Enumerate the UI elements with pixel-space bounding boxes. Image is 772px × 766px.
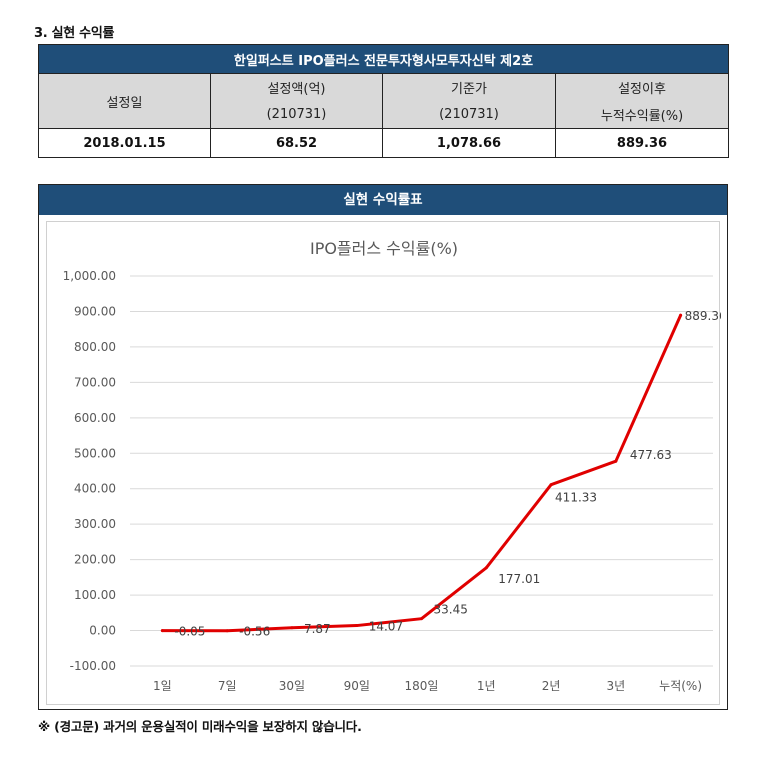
data-point	[420, 617, 423, 621]
chart-title: IPO플러스 수익률(%)	[310, 239, 458, 258]
data-label: 889.36	[685, 309, 721, 323]
x-tick-label: 30일	[279, 679, 305, 693]
y-tick-label: 900.00	[74, 304, 116, 318]
y-tick-label: 100.00	[74, 588, 116, 602]
data-label: 7.87	[304, 622, 331, 636]
value-setup-date: 2018.01.15	[38, 128, 211, 158]
y-tick-label: 300.00	[74, 517, 116, 531]
header-setup-amount-date: (210731)	[210, 101, 383, 129]
header-base-price: 기준가	[382, 73, 556, 102]
line-chart: IPO플러스 수익률(%) -100.00 0.00 100.00 200.00 300.…	[63, 239, 721, 693]
data-label: -0.56	[239, 625, 270, 639]
chart-panel: 실현 수익률표 IPO플러스 수익률(%) -100.00 0.00 100.00 20…	[38, 184, 728, 710]
chart-panel-title: 실현 수익률표	[39, 185, 727, 215]
y-tick-label: 500.00	[74, 446, 116, 460]
fund-name: 한일퍼스트 IPO플러스 전문투자형사모투자신탁 제2호	[37, 44, 730, 74]
data-label: 14.07	[369, 620, 403, 634]
x-tick-label: 3년	[606, 679, 625, 693]
x-tick-label: 1일	[153, 679, 172, 693]
data-point	[290, 626, 294, 630]
x-tick-label: 2년	[542, 679, 561, 693]
data-point	[679, 313, 683, 317]
value-base-price: 1,078.66	[382, 128, 556, 158]
x-tick-label: 90일	[344, 679, 370, 693]
y-tick-label: 800.00	[74, 340, 116, 354]
value-cumulative-return: 889.36	[554, 128, 730, 158]
x-tick-label: 180일	[405, 679, 439, 693]
data-point	[225, 629, 229, 633]
y-tick-label: 600.00	[74, 411, 116, 425]
fund-summary-table: 한일퍼스트 IPO플러스 전문투자형사모투자신탁 제2호 설정일 설정액(억) …	[37, 44, 730, 158]
y-tick-label: -100.00	[70, 659, 116, 673]
section-title: 3. 실현 수익률	[34, 26, 115, 41]
series-line	[160, 313, 683, 633]
x-tick-label: 누적(%)	[659, 679, 702, 693]
data-label: 411.33	[555, 491, 597, 505]
data-point	[614, 459, 618, 463]
data-point	[549, 483, 553, 487]
data-label: 33.45	[434, 603, 468, 617]
header-cumulative: 설정이후	[554, 73, 730, 102]
y-tick-label: 200.00	[74, 553, 116, 567]
data-label: 477.63	[630, 448, 672, 462]
x-tick-label: 1년	[477, 679, 496, 693]
data-point	[355, 624, 359, 628]
x-tick-label: 7일	[218, 679, 237, 693]
chart-area: IPO플러스 수익률(%) -100.00 0.00 100.00 200.00 300.…	[46, 221, 721, 705]
y-tick-label: 0.00	[89, 624, 116, 638]
data-label: 177.01	[498, 572, 540, 586]
header-setup-amount: 설정액(억)	[210, 73, 383, 102]
data-label: -0.05	[174, 625, 205, 639]
warning-notice: ※ (경고문) 과거의 운용실적이 미래수익을 보장하지 않습니다.	[38, 719, 362, 734]
y-tick-label: 1,000.00	[63, 269, 116, 283]
data-point	[484, 566, 488, 570]
y-tick-label: 700.00	[74, 375, 116, 389]
y-tick-label: 400.00	[74, 482, 116, 496]
header-cumulative-unit: 누적수익률(%)	[554, 101, 730, 129]
data-point	[160, 629, 164, 633]
value-setup-amount: 68.52	[210, 128, 383, 158]
header-setup-date: 설정일	[38, 73, 211, 129]
header-base-price-date: (210731)	[382, 101, 556, 129]
